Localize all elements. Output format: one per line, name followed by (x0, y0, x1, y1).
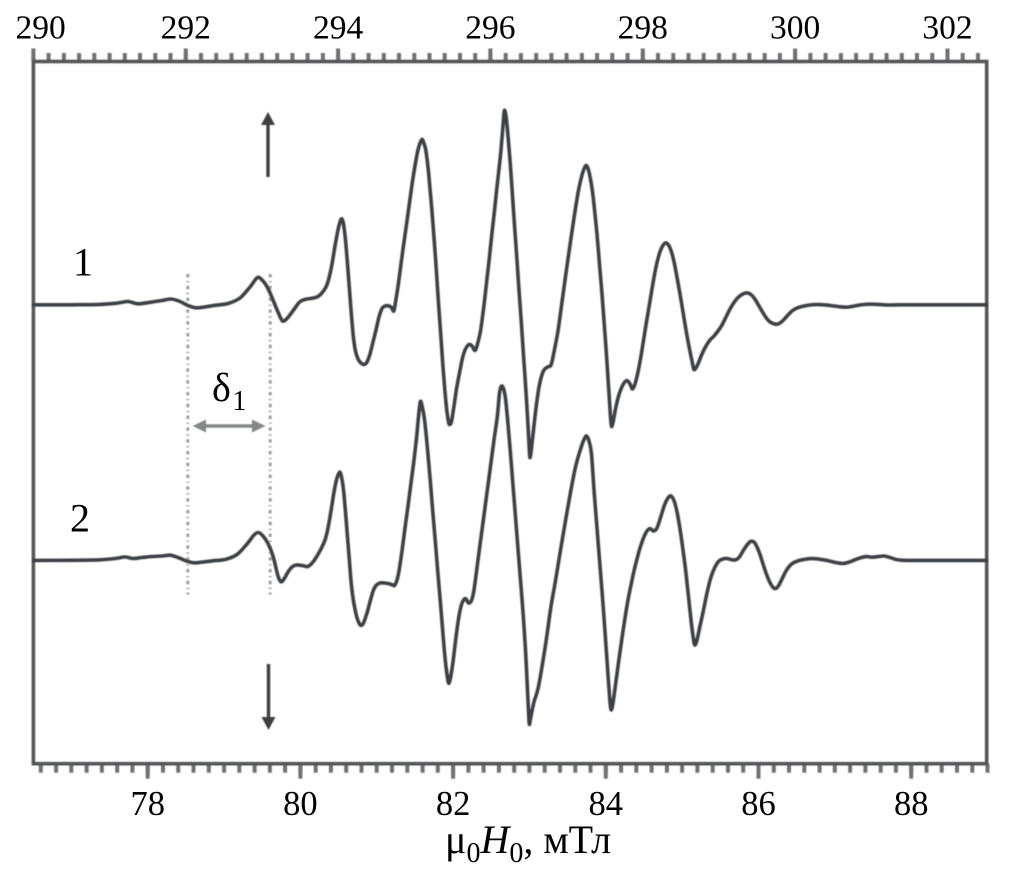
svg-text:290: 290 (15, 10, 65, 47)
svg-text:84: 84 (589, 785, 624, 823)
svg-text:2: 2 (70, 496, 90, 541)
svg-text:μ0H0, мТл: μ0H0, мТл (445, 817, 611, 869)
svg-text:82: 82 (436, 785, 471, 823)
svg-text:298: 298 (618, 10, 668, 47)
svg-text:300: 300 (770, 10, 820, 47)
svg-text:302: 302 (922, 10, 972, 47)
svg-text:292: 292 (161, 10, 211, 47)
svg-text:296: 296 (465, 10, 515, 47)
svg-text:294: 294 (313, 10, 364, 47)
svg-text:1: 1 (73, 240, 93, 285)
svg-text:88: 88 (894, 785, 929, 823)
svg-text:78: 78 (130, 785, 165, 823)
svg-text:80: 80 (283, 785, 318, 823)
svg-text:86: 86 (741, 785, 776, 823)
